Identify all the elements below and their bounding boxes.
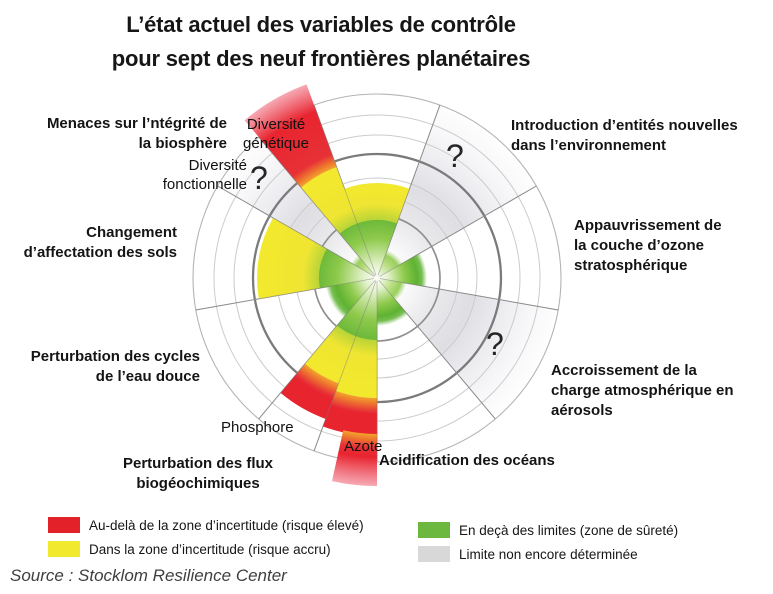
label-land-use-change: Changement d’affectation des sols	[23, 224, 177, 261]
wedge-climate-unlabeled-yellow	[344, 183, 410, 224]
label-novel-entities: Introduction d’entités nouvelles dans l’…	[511, 117, 738, 154]
wedge-nitrogen-yellow	[335, 336, 377, 398]
sector-divider-overlay	[195, 278, 375, 311]
label-freshwater-cycles: Perturbation des cycles de l’eau douce	[30, 348, 200, 385]
wedge-ocean-acidification-green	[377, 278, 408, 326]
label-aerosol-loading: Accroissement de la charge atmosphérique…	[551, 362, 734, 419]
legend-swatch-yellow	[48, 541, 80, 557]
legend-label-high-risk: Au-delà de la zone d’incertitude (risque…	[89, 517, 364, 533]
sector-divider-overlay	[379, 278, 559, 311]
sector-divider-overlay	[377, 104, 441, 276]
label-ocean-acidification: Acidification des océans	[379, 452, 555, 469]
sector-divider-overlay	[379, 185, 537, 277]
legend-item-undetermined: Limite non encore déterminée	[418, 546, 638, 562]
label-nitrogen: Azote	[344, 438, 383, 455]
legend-item-increased-risk: Dans la zone d’incertitude (risque accru…	[48, 541, 331, 557]
wedge-nitrogen-green	[353, 278, 377, 348]
wedge-nitrogen-red	[322, 390, 377, 437]
legend-swatch-gray	[418, 546, 450, 562]
label-phosphorus: Phosphore	[221, 419, 294, 436]
legend-label-increased-risk: Dans la zone d’incertitude (risque accru…	[89, 541, 331, 557]
sector-divider-overlay	[313, 104, 377, 276]
wedge-genetic-diversity-green	[334, 215, 377, 278]
question-mark-functional-diversity: ?	[250, 160, 268, 196]
wedge-phosphorus-green	[332, 278, 377, 344]
label-functional-diversity: Diversité fonctionnelle	[162, 157, 247, 193]
wedge-freshwater-green	[325, 278, 377, 318]
sector-divider	[377, 279, 496, 420]
wedge-land-use-yellow	[257, 218, 327, 299]
wedge-genetic-diversity-yellow	[301, 167, 358, 234]
wedge-aerosols-green-core	[377, 278, 407, 301]
sector-divider	[377, 104, 441, 277]
sector-divider-overlay	[258, 280, 376, 420]
legend-swatch-green	[418, 522, 450, 538]
sector-divider-overlay	[217, 185, 375, 277]
wedge-genetic-diversity-red	[244, 84, 337, 188]
sector-divider-overlay	[378, 280, 496, 420]
wedge-functional-diversity-green-core	[351, 255, 377, 278]
legend-swatch-red	[48, 517, 80, 533]
sector-divider-overlay	[313, 280, 377, 452]
figure-title: L’état actuel des variables de contrôle …	[111, 12, 531, 71]
label-genetic-diversity: Diversité génétique	[243, 116, 309, 152]
wedge-ozone-green	[377, 253, 427, 287]
label-biosphere-integrity: Menaces sur l’ntégrité de la biosphère	[46, 115, 227, 152]
wedge-novel-entities-green-core	[377, 249, 403, 278]
legend-item-safe: En deçà des limites (zone de sûreté)	[418, 522, 678, 538]
wedge-phosphorus-yellow	[305, 325, 356, 384]
label-ozone-depletion: Appauvrissement de la couche d’ozone str…	[574, 217, 722, 274]
legend-label-undetermined: Limite non encore déterminée	[459, 546, 638, 562]
wedge-nitrogen-red	[331, 430, 377, 486]
sector-divider-overlay	[258, 136, 376, 276]
label-biogeochemical-flows: Perturbation des flux biogéochimiques	[122, 455, 274, 492]
sector-divider	[258, 136, 377, 277]
wedge-land-use-green	[311, 245, 377, 290]
legend-label-safe: En deçà des limites (zone de sûreté)	[459, 522, 679, 538]
wedge-phosphorus-red	[280, 363, 339, 419]
question-mark-aerosols: ?	[486, 326, 504, 362]
legend-item-high-risk: Au-delà de la zone d’incertitude (risque…	[48, 517, 364, 533]
question-mark-novel-entities: ?	[446, 138, 464, 174]
source-credit: Source : Stocklom Resilience Center	[10, 566, 287, 585]
wedge-climate-unlabeled-green	[354, 211, 400, 278]
